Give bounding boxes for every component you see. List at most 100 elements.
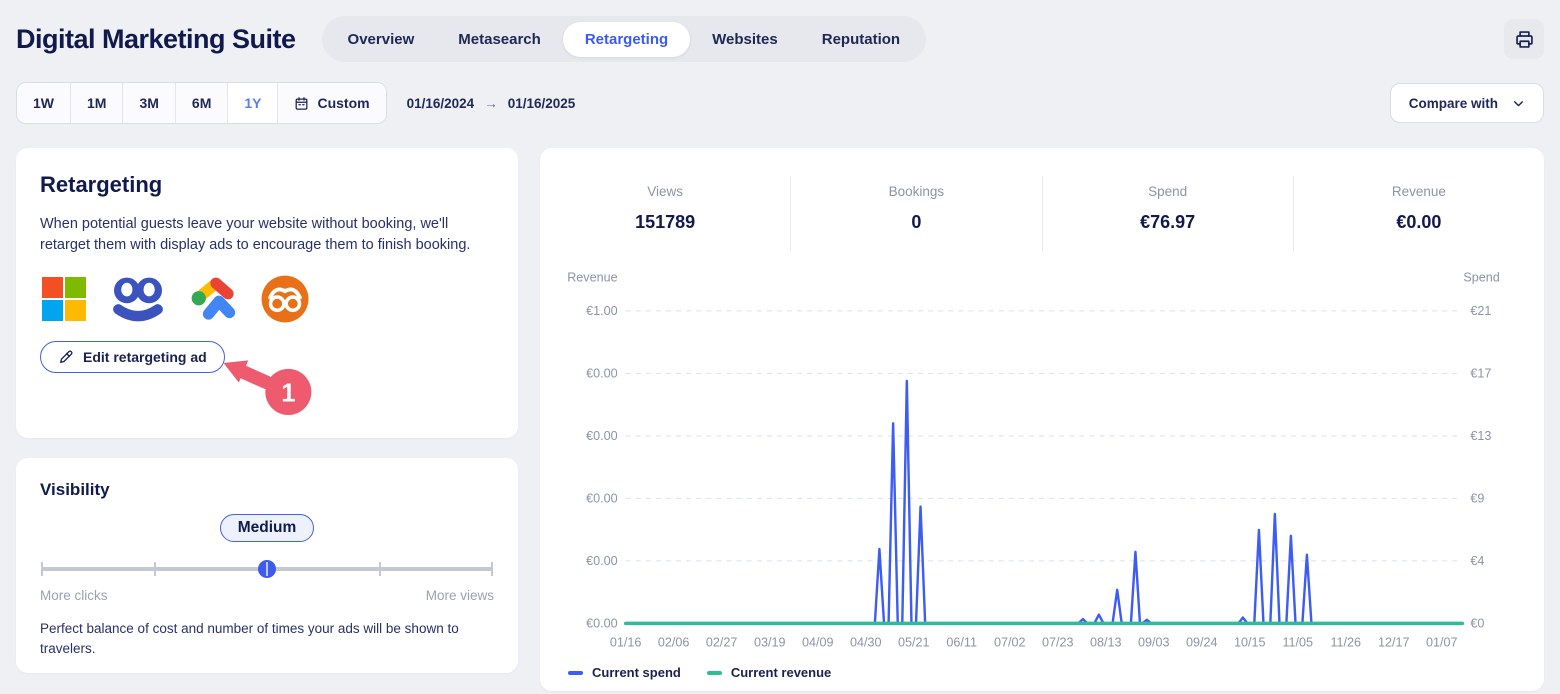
stat-value: €76.97	[1043, 212, 1293, 233]
visibility-card: Visibility Medium More clicks More views…	[16, 458, 518, 673]
left-column: Retargeting When potential guests leave …	[16, 148, 518, 673]
stat-value: 151789	[540, 212, 790, 233]
stats-row: Views 151789Bookings0Spend €76.97Revenue€0…	[540, 166, 1544, 255]
left-axis-tick-label: €0.00	[586, 554, 618, 568]
current-spend-line	[626, 381, 1463, 623]
range-3m[interactable]: 3M	[123, 83, 175, 123]
chart-legend: Current spend Current revenue	[540, 663, 1544, 694]
compare-with-label: Compare with	[1409, 96, 1498, 111]
x-axis-tick-label: 05/21	[898, 636, 930, 650]
range-label: 1Y	[244, 95, 261, 111]
x-axis-tick-label: 02/27	[706, 636, 738, 650]
tab-retargeting[interactable]: Retargeting	[563, 22, 690, 57]
legend-current-revenue[interactable]: Current revenue	[707, 665, 831, 680]
x-axis-tick-label: 06/11	[946, 636, 977, 650]
x-axis-tick-label: 02/06	[658, 636, 690, 650]
range-1w[interactable]: 1W	[17, 83, 71, 123]
slider-tick	[266, 562, 268, 576]
left-axis-tick-label: €0.00	[586, 616, 618, 630]
left-axis-tick-label: €0.00	[586, 366, 618, 380]
stat-revenue: Revenue€0.00	[1294, 176, 1544, 251]
stat-bookings: Bookings0	[791, 176, 1042, 251]
retargeting-card-title: Retargeting	[40, 172, 494, 198]
digital-marketing-suite-page: Digital Marketing Suite OverviewMetasear…	[0, 0, 1560, 693]
x-axis-tick-label: 11/26	[1330, 636, 1361, 650]
x-axis-tick-label: 09/24	[1186, 636, 1218, 650]
x-axis-tick-label: 01/07	[1426, 636, 1458, 650]
chart-area: RevenueSpend€1.00€21€0.00€17€0.00€13€0.0…	[540, 255, 1544, 663]
stat-spend: Spend €76.97	[1043, 176, 1294, 251]
visibility-level-row: Medium	[40, 514, 494, 542]
range-label: 3M	[139, 95, 158, 111]
blue-owl-goggles-logo	[110, 275, 166, 323]
right-axis-tick-label: €21	[1470, 304, 1491, 318]
x-axis-tick-label: 12/17	[1378, 636, 1410, 650]
slider-tick	[491, 562, 493, 576]
left-axis-tick-label: €0.00	[586, 491, 618, 505]
x-axis-tick-label: 11/05	[1282, 636, 1313, 650]
compare-with-dropdown[interactable]: Compare with	[1390, 83, 1544, 123]
edit-retargeting-ad-label: Edit retargeting ad	[83, 349, 207, 365]
calendar-icon	[294, 96, 309, 111]
pencil-icon	[58, 349, 74, 365]
tab-websites[interactable]: Websites	[690, 22, 800, 57]
range-label: 1M	[87, 95, 106, 111]
range-label: 1W	[33, 95, 54, 111]
legend-label: Current spend	[592, 665, 681, 680]
tab-bar: OverviewMetasearchRetargetingWebsitesRep…	[322, 16, 927, 62]
print-button[interactable]	[1504, 19, 1544, 59]
tab-metasearch[interactable]: Metasearch	[436, 22, 563, 57]
retargeting-card: Retargeting When potential guests leave …	[16, 148, 518, 438]
chevron-down-icon	[1512, 97, 1525, 110]
spend-revenue-chart: RevenueSpend€1.00€21€0.00€17€0.00€13€0.0…	[540, 255, 1544, 663]
stat-value: 0	[791, 212, 1041, 233]
visibility-description: Perfect balance of cost and number of ti…	[40, 619, 494, 658]
slider-tick	[154, 562, 156, 576]
legend-current-spend[interactable]: Current spend	[568, 665, 681, 680]
range-label: 6M	[192, 95, 211, 111]
right-axis-tick-label: €4	[1470, 554, 1484, 568]
right-axis-tick-label: €13	[1470, 429, 1491, 443]
right-axis-tick-label: €9	[1470, 491, 1484, 505]
slider-label-more-clicks: More clicks	[40, 588, 108, 603]
date-from: 01/16/2024	[407, 96, 475, 111]
range-6m[interactable]: 6M	[176, 83, 228, 123]
microsoft-logo	[40, 275, 88, 323]
date-range-selector: 1W 1M 3M 6M 1Y Custom	[16, 82, 387, 124]
stat-views: Views 151789	[540, 176, 791, 251]
range-custom[interactable]: Custom	[278, 83, 385, 123]
tab-overview[interactable]: Overview	[326, 22, 437, 57]
main-content: Retargeting When potential guests leave …	[16, 148, 1544, 691]
stat-label: Spend	[1043, 184, 1293, 199]
google-ads-logo	[188, 275, 238, 323]
legend-dash-icon	[568, 671, 583, 675]
visibility-slider[interactable]	[42, 560, 492, 578]
page-title: Digital Marketing Suite	[16, 24, 296, 55]
left-axis-title: Revenue	[567, 271, 617, 285]
range-1m[interactable]: 1M	[71, 83, 123, 123]
legend-dash-icon	[707, 671, 722, 675]
x-axis-tick-label: 07/23	[1042, 636, 1074, 650]
x-axis-tick-label: 01/16	[610, 636, 642, 650]
date-arrow: →	[484, 96, 498, 111]
stat-label: Views	[540, 184, 790, 199]
step-number: 1	[281, 379, 295, 407]
legend-label: Current revenue	[731, 665, 831, 680]
x-axis-tick-label: 04/09	[802, 636, 834, 650]
date-to: 01/16/2025	[508, 96, 576, 111]
edit-retargeting-ad-button[interactable]: Edit retargeting ad	[40, 341, 225, 373]
left-axis-tick-label: €0.00	[586, 429, 618, 443]
x-axis-tick-label: 09/03	[1138, 636, 1170, 650]
left-axis-tick-label: €1.00	[586, 304, 618, 318]
slider-labels: More clicks More views	[40, 588, 494, 603]
visibility-title: Visibility	[40, 480, 494, 500]
tab-reputation[interactable]: Reputation	[800, 22, 922, 57]
x-axis-tick-label: 04/30	[850, 636, 882, 650]
visibility-level-badge: Medium	[220, 514, 315, 542]
retargeting-card-description: When potential guests leave your website…	[40, 214, 494, 255]
x-axis-tick-label: 10/15	[1234, 636, 1266, 650]
slider-label-more-views: More views	[426, 588, 494, 603]
printer-icon	[1514, 29, 1535, 50]
right-axis-title: Spend	[1463, 271, 1499, 285]
range-1y[interactable]: 1Y	[228, 83, 278, 123]
